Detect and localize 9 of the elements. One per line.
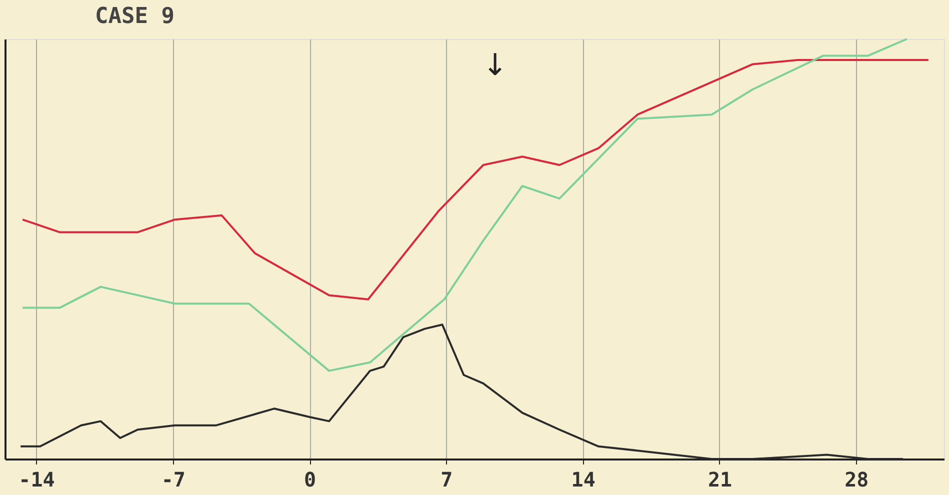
x-tick-label: 28 — [844, 468, 869, 492]
x-tick-label: -7 — [161, 468, 186, 492]
x-tick-label: 14 — [571, 468, 596, 492]
x-tick-label: 21 — [708, 468, 732, 492]
annotation: ↓ — [482, 48, 508, 83]
x-tick-label: 7 — [440, 468, 453, 492]
x-tick-label: 0 — [304, 468, 316, 492]
chart-title: CASE 9 — [95, 4, 174, 29]
x-tick-label: -14 — [18, 468, 55, 492]
